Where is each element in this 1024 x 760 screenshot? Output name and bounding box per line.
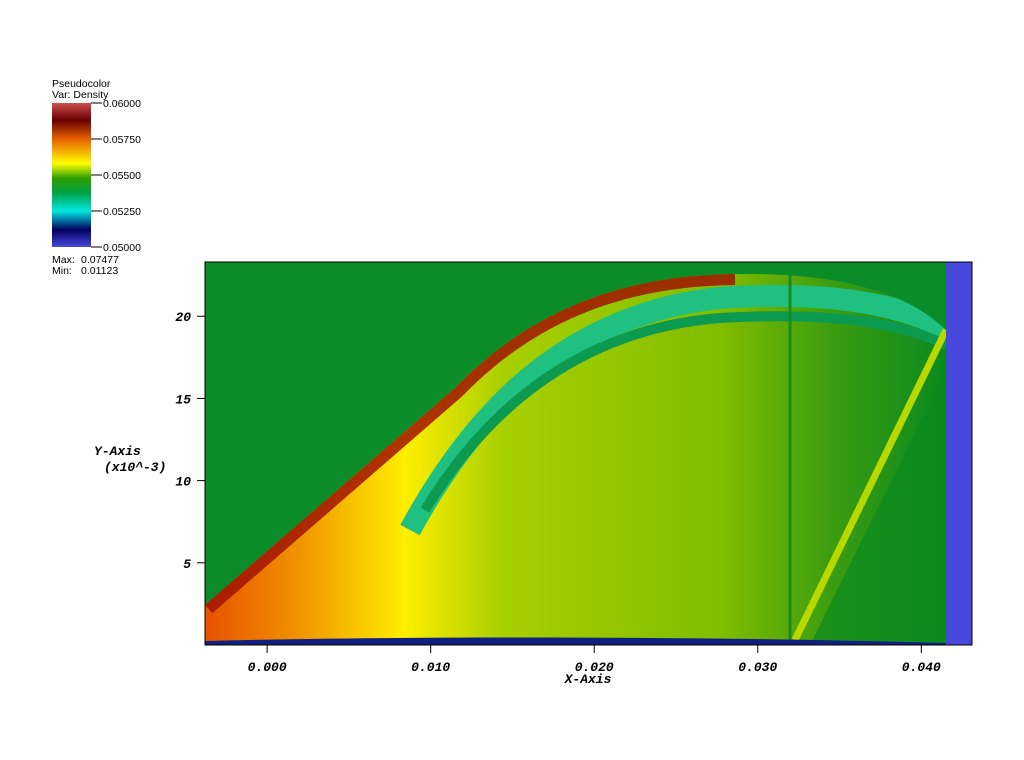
y-tick-label: 10	[175, 475, 191, 490]
field	[205, 262, 972, 645]
post-shock-region	[205, 273, 946, 645]
wall-region	[810, 370, 946, 645]
x-tick-label: 0.010	[411, 660, 450, 675]
y-tick-label: 5	[183, 557, 191, 572]
x-axis-label: X-Axis	[564, 672, 612, 687]
wall	[946, 262, 972, 645]
legend-variable: Var: Density	[52, 89, 109, 101]
x-tick-label: 0.000	[248, 660, 287, 675]
color-legend: Pseudocolor Var: Density Max: 0.07477 Mi…	[52, 78, 141, 277]
x-tick-label: 0.040	[902, 660, 941, 675]
legend-tick-label: 0.05000	[103, 242, 141, 254]
contact-surface	[420, 311, 946, 513]
oblique-wave	[791, 328, 946, 642]
legend-tick-label: 0.06000	[103, 98, 141, 110]
y-tick-label: 20	[175, 310, 191, 325]
legend-tick-label: 0.05500	[103, 170, 141, 182]
legend-title: Pseudocolor	[52, 78, 111, 90]
legend-tick-label: 0.05750	[103, 134, 141, 146]
x-tick-label: 0.020	[575, 660, 614, 675]
y-axis-label: Y-Axis	[94, 444, 141, 459]
y-axis-scale: (x10^-3)	[104, 460, 166, 475]
boundary-layer	[205, 637, 946, 645]
shock-front	[205, 273, 736, 614]
x-tick-label: 0.030	[738, 660, 777, 675]
min-value: 0.01123	[81, 265, 118, 277]
y-tick-label: 15	[175, 392, 191, 407]
plot-frame	[204, 261, 973, 646]
reflected-wave	[400, 284, 946, 536]
legend-tick-label: 0.05250	[103, 206, 141, 218]
color-bar	[52, 103, 91, 247]
max-label: Max:	[52, 254, 75, 266]
min-label: Min:	[52, 265, 72, 277]
max-value: 0.07477	[81, 254, 119, 266]
